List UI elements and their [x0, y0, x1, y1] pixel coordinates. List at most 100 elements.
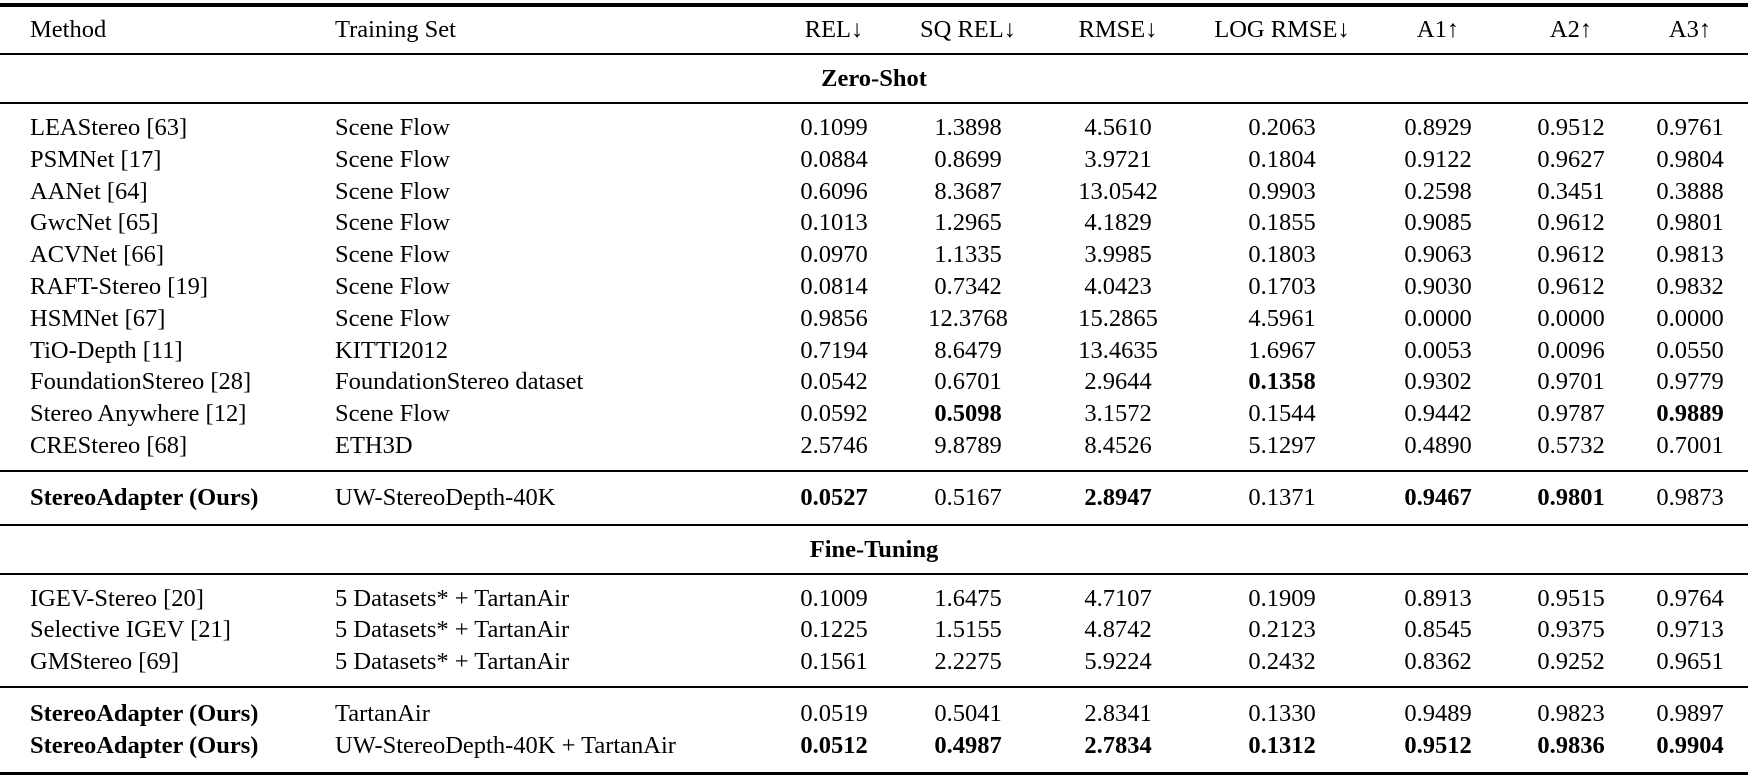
section-title-zero-shot: Zero-Shot: [821, 65, 927, 92]
training-set-cell: Scene Flow: [335, 241, 450, 269]
metric-cell: 0.9252: [1537, 648, 1605, 676]
method-cell: Stereo Anywhere [12]: [30, 400, 247, 428]
metric-cell: 0.1330: [1248, 699, 1316, 727]
metric-cell: 0.1312: [1248, 731, 1316, 759]
metric-cell: 0.2432: [1248, 648, 1316, 676]
method-cell: GMStereo [69]: [30, 648, 180, 676]
metric-cell: 0.9030: [1404, 272, 1472, 300]
metric-cell: 0.1013: [800, 209, 868, 237]
col-header-training-set: Training Set: [335, 16, 456, 43]
metric-cell: 0.9832: [1656, 272, 1724, 300]
metric-cell: 3.1572: [1084, 400, 1152, 428]
training-set-cell: TartanAir: [335, 699, 430, 727]
metric-cell: 0.9651: [1656, 648, 1724, 676]
method-cell: AANet [64]: [30, 177, 148, 205]
metric-cell: 0.9612: [1537, 209, 1605, 237]
metric-cell: 4.5961: [1248, 304, 1316, 332]
metric-cell: 0.1358: [1248, 368, 1316, 396]
metric-cell: 0.7001: [1656, 431, 1724, 459]
metric-cell: 5.9224: [1084, 648, 1152, 676]
method-cell: IGEV-Stereo [20]: [30, 584, 204, 612]
metric-cell: 0.2063: [1248, 114, 1316, 141]
table-row: FoundationStereo [28] FoundationStereo da…: [0, 366, 1748, 398]
training-set-cell: 5 Datasets* + TartanAir: [335, 648, 570, 676]
metric-cell: 0.2598: [1404, 177, 1472, 205]
metric-cell: 0.5041: [934, 699, 1002, 727]
metric-cell: 0.0000: [1404, 304, 1472, 332]
col-header-method: Method: [30, 16, 107, 43]
table-row: RAFT-Stereo [19] Scene Flow 0.0814 0.7342 4.…: [0, 271, 1748, 303]
metric-cell: 0.4890: [1404, 431, 1472, 459]
metric-cell: 0.1099: [800, 114, 868, 141]
metric-cell: 0.9512: [1404, 731, 1472, 759]
metric-cell: 1.1335: [934, 241, 1002, 269]
method-cell: PSMNet [17]: [30, 145, 162, 173]
metric-cell: 0.9801: [1537, 483, 1605, 511]
metric-cell: 0.0527: [800, 483, 868, 511]
method-cell: StereoAdapter (Ours): [30, 483, 259, 511]
metric-cell: 0.9122: [1404, 145, 1472, 173]
metric-cell: 0.5167: [934, 483, 1002, 511]
section-title-fine-tuning: Fine-Tuning: [809, 535, 939, 563]
metric-cell: 0.8362: [1404, 648, 1472, 676]
metric-cell: 1.6967: [1248, 336, 1316, 364]
metric-cell: 12.3768: [928, 304, 1008, 332]
table-row: HSMNet [67] Scene Flow 0.9856 12.3768 15.286…: [0, 303, 1748, 335]
metric-cell: 0.7342: [934, 272, 1002, 300]
metric-cell: 0.3451: [1537, 177, 1605, 205]
training-set-cell: Scene Flow: [335, 145, 450, 173]
metric-cell: 1.2965: [934, 209, 1002, 237]
metric-cell: 0.5098: [934, 400, 1002, 428]
metric-cell: 4.0423: [1084, 272, 1152, 300]
metric-cell: 0.0512: [800, 731, 868, 759]
method-cell: ACVNet [66]: [30, 241, 165, 269]
results-table: Method Training Set REL↓ SQ REL↓ RMSE↓ L…: [0, 3, 1748, 775]
metric-cell: 0.1855: [1248, 209, 1316, 237]
zero-shot-baselines-group: LEAStereo [63] Scene Flow 0.1099 1.3898 4.56…: [0, 104, 1748, 470]
metric-cell: 0.9823: [1537, 699, 1605, 727]
metric-cell: 0.1803: [1248, 241, 1316, 269]
training-set-cell: ETH3D: [335, 431, 413, 459]
metric-cell: 3.9985: [1084, 241, 1152, 269]
metric-cell: 0.1544: [1248, 400, 1316, 428]
divider: [0, 102, 1748, 104]
table-row: PSMNet [17] Scene Flow 0.0884 0.8699 3.9721 0…: [0, 144, 1748, 176]
table-row: GwcNet [65] Scene Flow 0.1013 1.2965 4.1829 0…: [0, 207, 1748, 239]
method-cell: StereoAdapter (Ours): [30, 731, 259, 759]
metric-cell: 0.9612: [1537, 272, 1605, 300]
metric-cell: 0.9856: [800, 304, 868, 332]
table-row: IGEV-Stereo [20] 5 Datasets* + TartanAir 0…: [0, 583, 1748, 615]
table-row: StereoAdapter (Ours) UW-StereoDepth-40K 0.…: [0, 482, 1748, 514]
metric-cell: 0.0550: [1656, 336, 1724, 364]
section-zero-shot: Zero-Shot LEAStereo [63] Scene Flow 0.1099…: [0, 55, 1748, 524]
metric-cell: 0.9512: [1537, 114, 1605, 141]
zero-shot-ours-group: StereoAdapter (Ours) UW-StereoDepth-40K 0.…: [0, 472, 1748, 524]
metric-cell: 0.0884: [800, 145, 868, 173]
metric-cell: 0.8699: [934, 145, 1002, 173]
metric-cell: 8.6479: [934, 336, 1002, 364]
metric-cell: 0.9889: [1656, 400, 1724, 428]
metric-cell: 0.6701: [934, 368, 1002, 396]
metric-cell: 0.0053: [1404, 336, 1472, 364]
col-header-a3: A3↑: [1668, 16, 1712, 43]
method-cell: GwcNet [65]: [30, 209, 159, 237]
metric-cell: 0.8545: [1404, 616, 1472, 644]
col-header-a2: A2↑: [1549, 16, 1593, 43]
metric-cell: 0.0519: [800, 699, 868, 727]
training-set-cell: Scene Flow: [335, 177, 450, 205]
metric-cell: 0.9813: [1656, 241, 1724, 269]
metric-cell: 0.9515: [1537, 584, 1605, 612]
divider: [0, 469, 1748, 472]
col-header-rmse: RMSE↓: [1078, 16, 1158, 43]
fine-tuning-ours-group: StereoAdapter (Ours) TartanAir 0.0519 0.504…: [0, 688, 1748, 772]
metric-cell: 0.0000: [1656, 304, 1724, 332]
metric-cell: 0.9801: [1656, 209, 1724, 237]
metric-cell: 0.9701: [1537, 368, 1605, 396]
table-row: AANet [64] Scene Flow 0.6096 8.3687 13.0542 0…: [0, 176, 1748, 208]
table-row: LEAStereo [63] Scene Flow 0.1099 1.3898 4.56…: [0, 112, 1748, 144]
training-set-cell: FoundationStereo dataset: [335, 368, 584, 396]
method-cell: LEAStereo [63]: [30, 114, 188, 141]
metric-cell: 8.3687: [934, 177, 1002, 205]
metric-cell: 4.5610: [1084, 114, 1152, 141]
metric-cell: 0.1703: [1248, 272, 1316, 300]
